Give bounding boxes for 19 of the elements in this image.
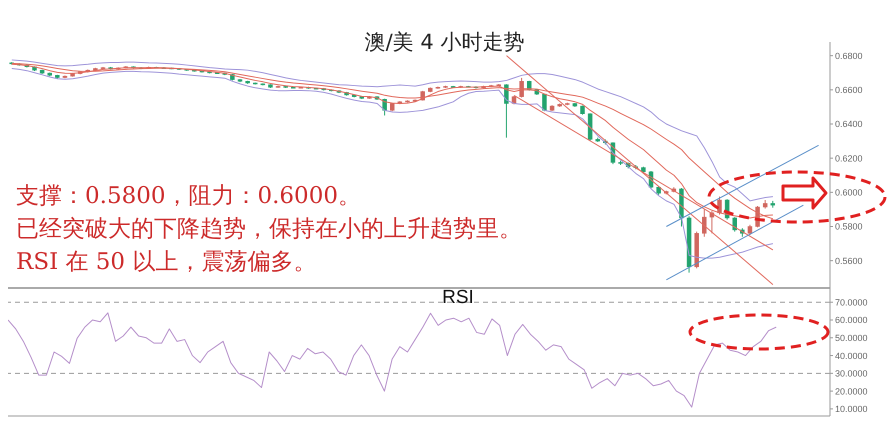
y-tick-label: 20.0000 — [835, 386, 868, 396]
y-tick-label: 40.0000 — [835, 350, 868, 361]
annotation: 已经突破大的下降趋势，保持在小的上升趋势里。 — [16, 215, 522, 244]
annotation: RSI 在 50 以上，震荡偏多。 — [16, 248, 318, 277]
y-tick-label: 0.5800 — [835, 222, 863, 232]
y-tick-label: 10.0000 — [835, 404, 868, 414]
chart-title: 澳/美 4 小时走势 — [364, 30, 524, 54]
y-tick-label: 0.6800 — [835, 50, 863, 61]
chart-title: RSI — [441, 287, 475, 309]
y-tick-label: 0.6400 — [835, 119, 863, 130]
y-tick-label: 0.6600 — [835, 85, 863, 96]
y-tick-label: 30.0000 — [835, 368, 868, 379]
y-tick-label: 60.0000 — [835, 315, 868, 326]
annotation: 支撑：0.5800，阻力：0.6000。 — [16, 182, 362, 211]
y-tick-label: 50.0000 — [835, 332, 868, 343]
y-tick-label: 0.6200 — [835, 153, 863, 164]
y-tick-label: 70.0000 — [835, 297, 868, 308]
y-tick-label: 0.5600 — [835, 256, 863, 266]
y-tick-label: 0.6000 — [835, 188, 863, 198]
